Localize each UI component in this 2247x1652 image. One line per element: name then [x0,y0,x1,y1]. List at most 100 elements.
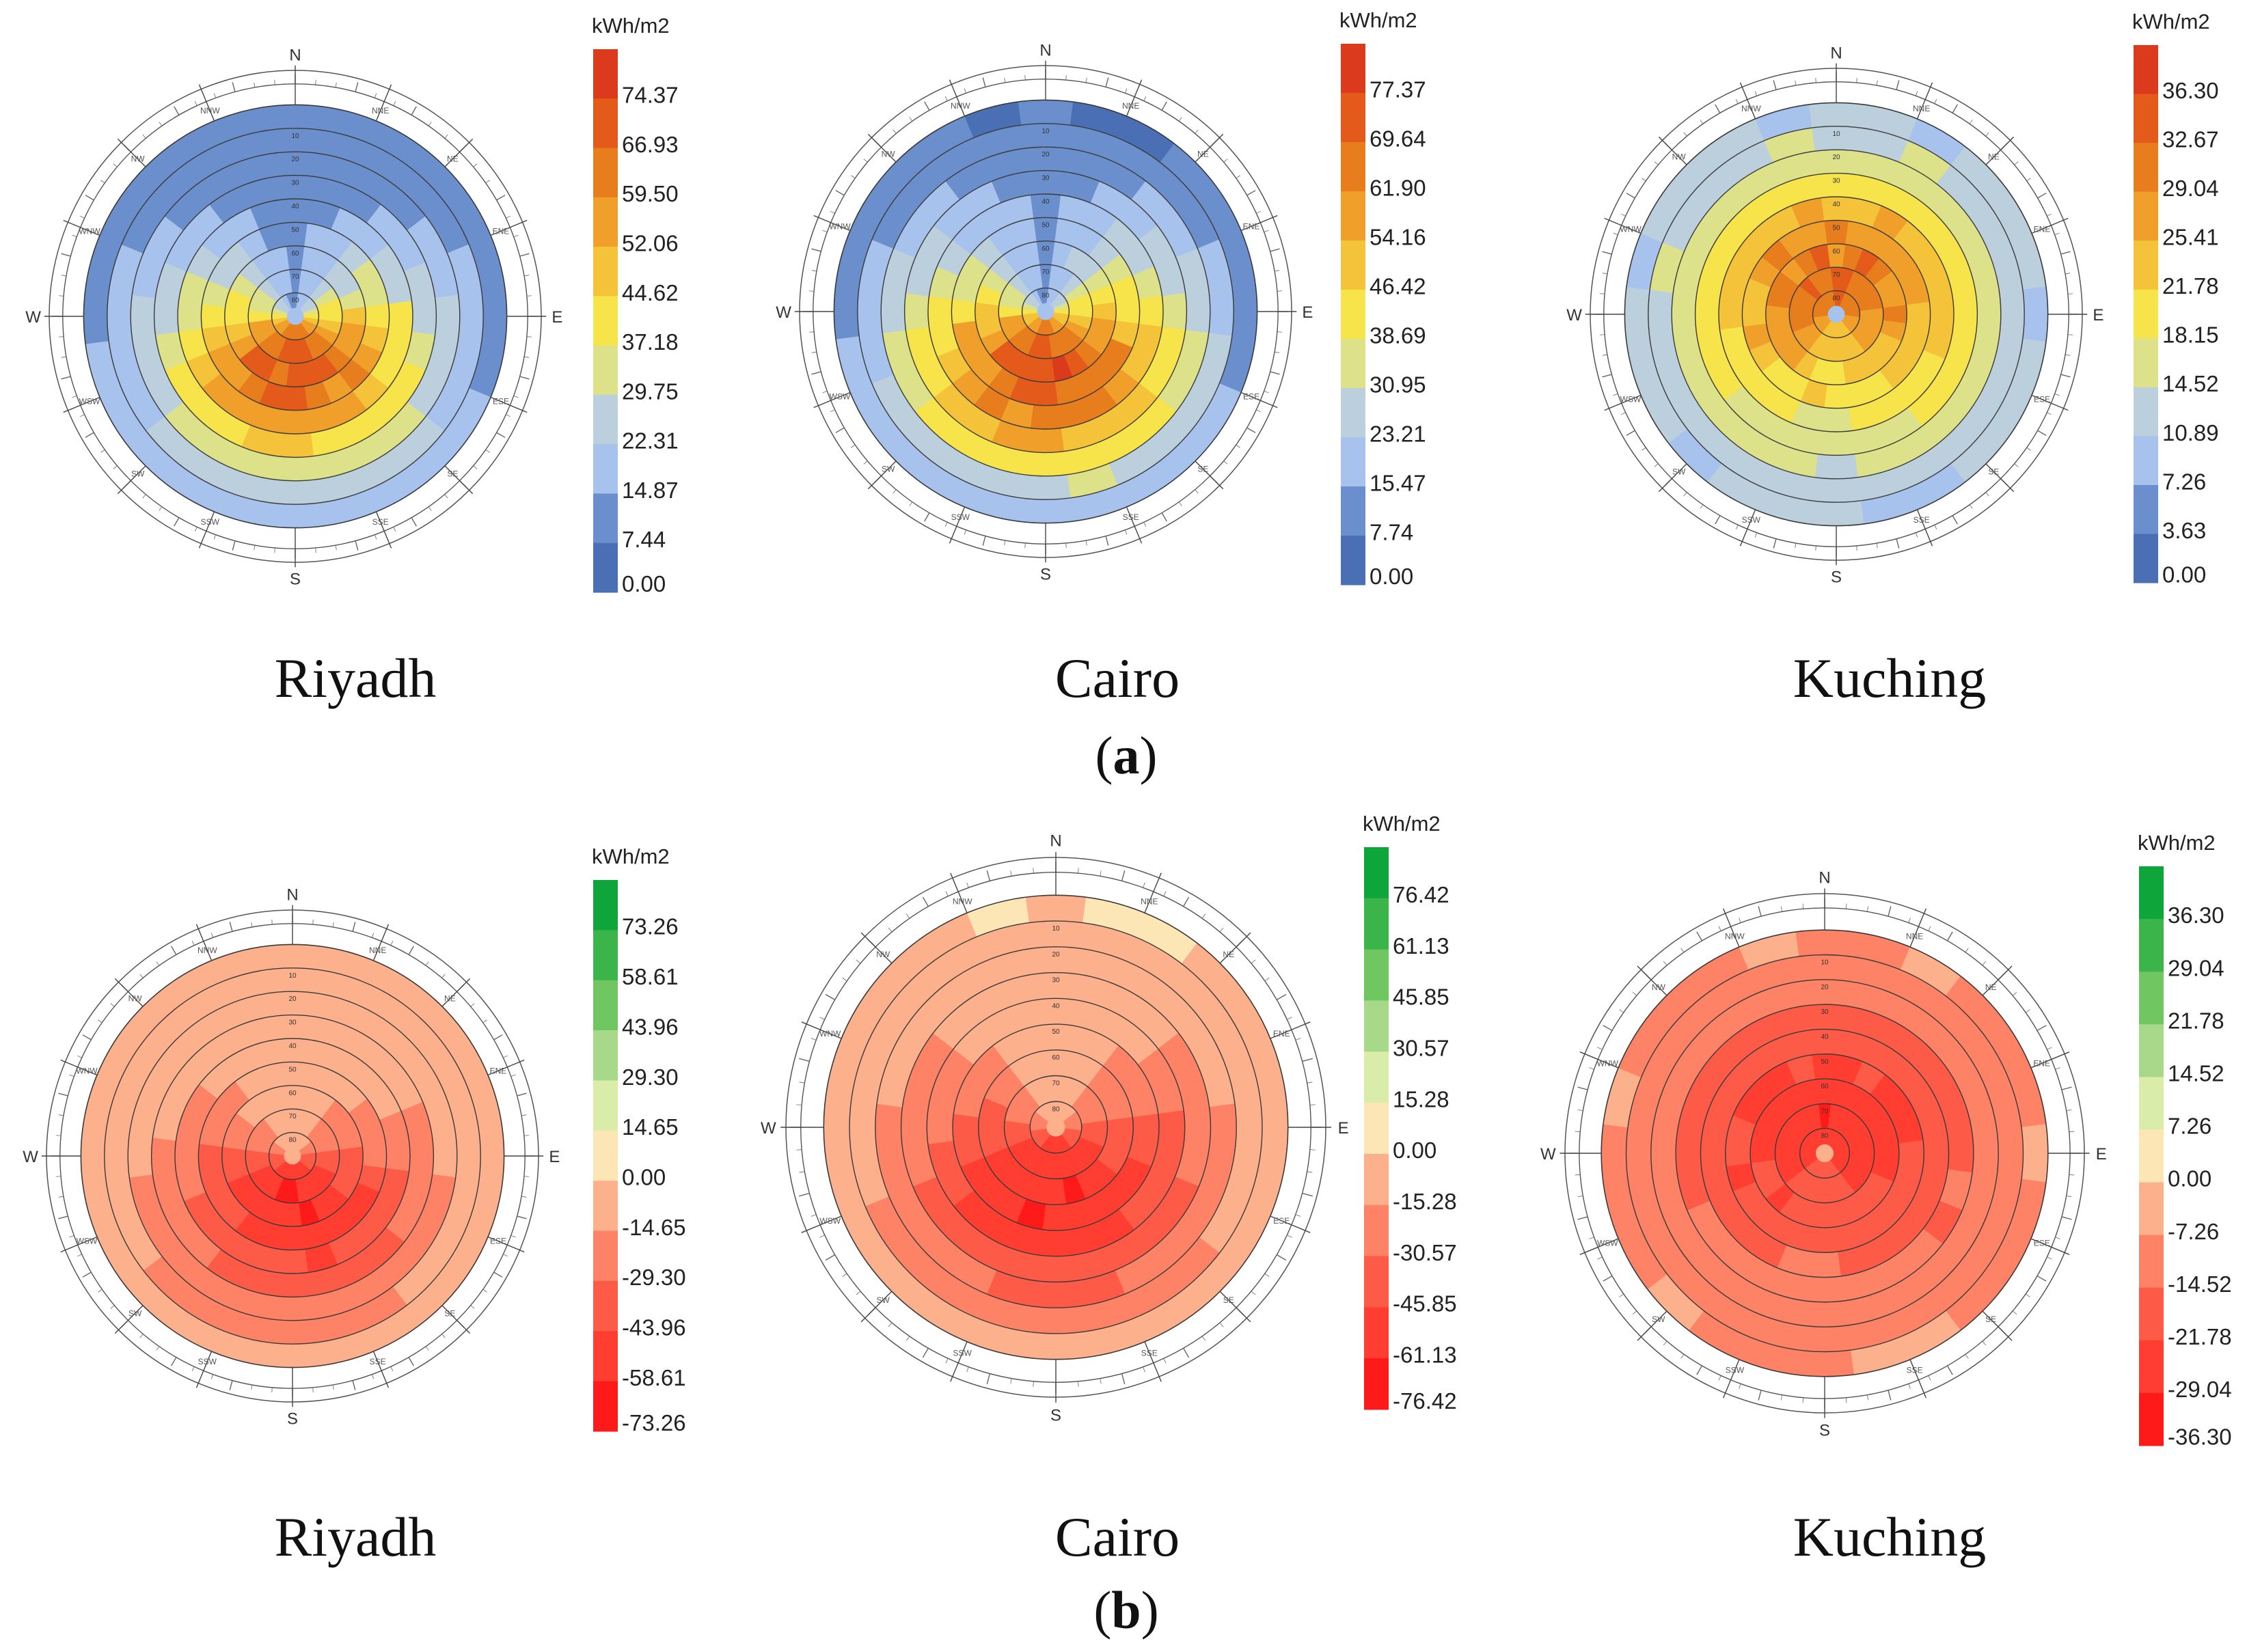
compass-tick [1965,948,1969,953]
compass-tick [444,134,448,139]
direction-line [490,396,528,413]
direction-line [60,1059,98,1076]
compass-tick [863,460,868,465]
sky-cell-alt20-az180 [1801,1300,1848,1327]
legend-tick-label: 22.31 [622,428,679,454]
compass-tick [1597,1047,1603,1050]
altitude-ring-label: 20 [1041,151,1050,159]
compass-label-ene: ENE [2033,1058,2050,1068]
compass-tick [1680,948,1685,953]
compass-tick [1163,891,1167,896]
legend-tick-label: 66.93 [622,132,679,157]
compass-tick [922,896,929,907]
compass-tick [1247,190,1256,196]
direction-line [1723,1359,1740,1399]
direction-line [487,1236,525,1253]
compass-label-s: S [1050,1407,1061,1425]
compass-label-sse: SSE [1914,515,1930,525]
compass-tick [945,891,949,896]
sky-cell-alt20-az180 [1814,454,1858,479]
legend-tick-label: -58.61 [622,1365,686,1390]
compass-tick [411,517,417,527]
legend-title: kWh/m2 [1363,812,1441,836]
direction-line [117,465,146,495]
altitude-ring-60 [978,1049,1134,1205]
compass-tick [159,506,163,511]
compass-tick [251,1384,253,1390]
compass-tick [493,1034,503,1041]
compass-label-se: SE [1197,464,1208,473]
compass-tick [519,376,530,380]
compass-tick [1143,1366,1145,1373]
compass-tick [1277,331,1283,333]
altitude-ring-label: 50 [1832,224,1840,232]
legend-tick-label: 21.78 [2168,1008,2224,1033]
legend-tick-label: 0.00 [2162,562,2206,587]
legend-tick-label: 32.67 [2162,127,2219,152]
compass-tick [352,1380,356,1390]
legend-title: kWh/m2 [2132,10,2210,33]
compass-tick [1845,1397,1847,1403]
altitude-ring-label: 30 [1041,175,1050,182]
compass-label-ene: ENE [490,1066,507,1075]
compass-label-nnw: NNW [1725,931,1745,941]
sky-cell-alt50-az90 [1906,301,1931,327]
legend-tick-label: 43.96 [622,1014,679,1039]
compass-tick [2037,1275,2047,1282]
legend-tick-label: 7.74 [1370,519,1413,545]
legend-swatch [1341,388,1365,438]
compass-tick [1277,290,1283,292]
altitude-ring-50 [1741,219,1931,409]
compass-tick [1908,918,1911,923]
sky-cell-alt40-az90 [1139,296,1164,327]
sky-cell-alt60-az270 [1749,1143,1776,1164]
sky-cell-alt30-az90 [1952,295,1978,333]
compass-tick [1256,210,1262,214]
direction-line [867,133,897,163]
legend-swatch [2139,1077,2164,1130]
legend-swatch [593,1280,618,1332]
compass-tick [139,974,144,978]
altitude-ring-10 [1625,954,2024,1353]
compass-tick [58,1196,64,1198]
compass-tick [808,331,815,333]
compass-tick [1602,374,1612,378]
compass-tick [1680,1353,1685,1359]
compass-tick [110,1305,115,1309]
compass-label-wnw: WNW [79,226,100,236]
compass-tick [77,1055,82,1058]
compass-tick [1928,926,1931,931]
legend-swatch [1364,1153,1389,1206]
compass-label-ese: ESE [2034,395,2050,404]
compass-tick [1982,1340,1987,1346]
zenith-cell [1827,305,1845,323]
legend-tick-label: 14.87 [622,478,679,503]
compass-tick [1718,926,1721,931]
sky-cell-alt0-az180 [1808,500,1864,526]
legend-swatch [2134,45,2158,95]
legend-swatch [593,1080,618,1131]
compass-tick [1219,1322,1224,1327]
altitude-ring-60 [224,245,366,387]
altitude-ring-40 [1700,1028,1950,1278]
direction-line [949,79,966,117]
compass-tick [2026,178,2031,182]
sky-cell-alt40-az180 [1808,1251,1841,1278]
direction-line [1240,391,1278,409]
compass-tick [1896,538,1900,549]
compass-tick [1780,906,1783,912]
legend-swatch [593,1130,618,1181]
compass-tick [510,1235,516,1238]
color-legend: kWh/m2 36.30 29.04 21.78 14.52 7.26 0.00 -7.26 -… [2138,831,2232,1449]
altitude-ring-10 [849,920,1263,1334]
legend-swatch [2134,143,2158,193]
legend-tick-label: 45.85 [1393,985,1449,1010]
compass-tick [1161,101,1167,111]
legend-tick-label: 14.52 [2162,371,2219,396]
compass-label-se: SE [447,469,458,478]
compass-tick [819,1235,825,1238]
paren-close: ) [1141,1580,1159,1640]
legend-tick-label: 18.15 [2162,322,2219,348]
compass-tick [470,1003,475,1007]
sky-cell-alt50-az270 [952,1114,980,1141]
